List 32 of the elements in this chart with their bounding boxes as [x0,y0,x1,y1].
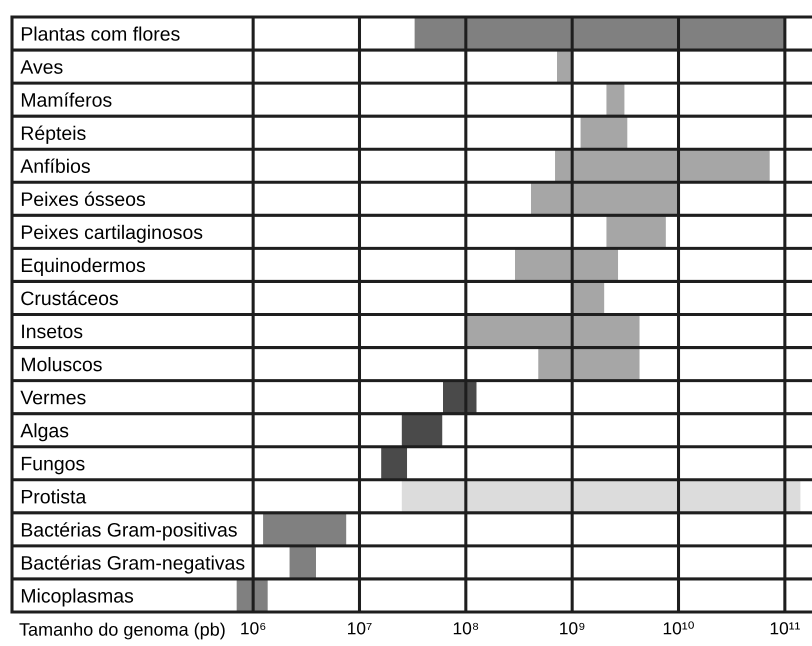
y-tick-label: Insetos [22,324,82,338]
x-axis-title: Tamanho do genoma (pb) [19,622,225,640]
y-tick-label: Equinodermos [22,258,146,276]
y-tick-label: Moluscos [22,357,102,372]
x-tick-label: 10⁹ [560,622,584,634]
y-tick-label: Répteis [22,126,86,144]
bar [290,546,316,579]
y-tick-label: Bactérias Gram-negativas [22,555,244,574]
x-tick-label: 10¹⁰ [664,621,694,634]
y-tick-label: Peixes cartilaginosos [22,224,202,243]
bar [381,446,408,480]
y-tick-label: Micoplasmas [22,588,134,607]
y-tick-label: Crustáceos [21,290,118,306]
x-tick-label: 10⁷ [348,622,372,634]
bar [606,215,666,248]
bar [580,116,628,150]
y-tick-label: Fungos [22,456,84,474]
y-tick-label: Plantas com flores [22,26,180,41]
y-tick-label: Algas [20,423,68,442]
x-tick-label: 10¹¹ [770,622,800,634]
x-tick-label: 10⁶ [241,622,266,634]
y-tick-label: Aves [20,60,63,74]
y-tick-label: Mamíferos [22,92,112,107]
y-tick-label: Anfíbios [20,158,90,173]
x-tick-label: 10⁸ [454,622,478,634]
y-tick-label: Bactérias Gram-positivas [22,522,237,541]
bar [263,512,346,546]
y-tick-label: Protista [22,489,86,504]
bar [402,414,442,447]
y-tick-label: Vermes [20,390,86,404]
y-tick-label: Peixes ósseos [22,192,146,206]
bar [606,83,624,116]
